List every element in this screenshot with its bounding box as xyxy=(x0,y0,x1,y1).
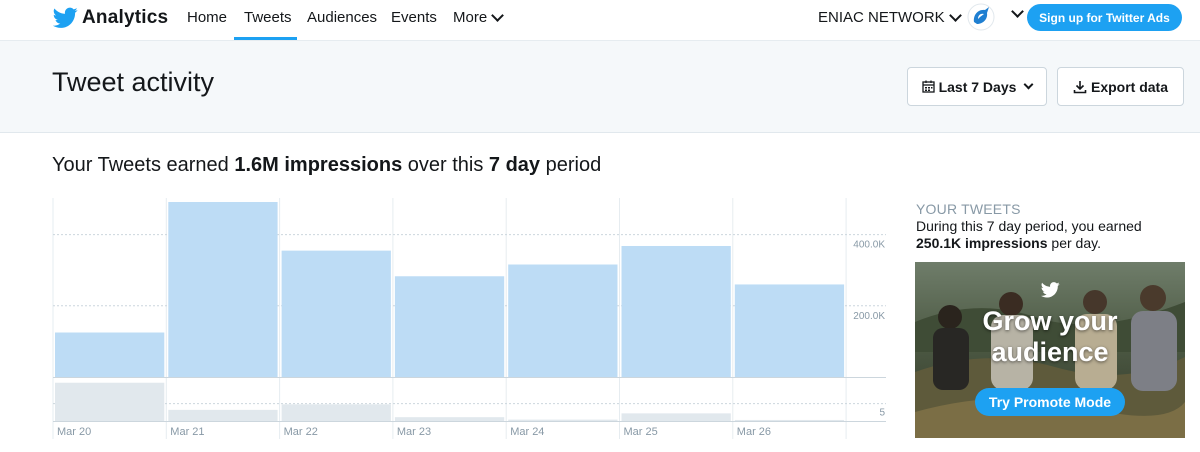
y-tick-label: 5 xyxy=(879,408,885,419)
nav-more[interactable]: More xyxy=(453,8,505,26)
signup-ads-button[interactable]: Sign up for Twitter Ads xyxy=(1027,4,1182,31)
engagement-bar xyxy=(734,419,845,421)
active-tab-indicator xyxy=(234,37,297,40)
impressions-bar xyxy=(508,264,618,377)
engagement-bar xyxy=(168,409,278,421)
summary-days: 7 day xyxy=(488,154,541,176)
y-tick-label: 200.0K xyxy=(853,311,885,322)
page-header: Tweet activity Last 7 Days Export data xyxy=(0,41,1200,133)
try-promote-mode-button[interactable]: Try Promote Mode xyxy=(975,388,1125,416)
nav-home[interactable]: Home xyxy=(187,9,228,26)
date-range-dropdown[interactable]: Last 7 Days xyxy=(907,67,1047,106)
promote-mode-card[interactable]: Grow your audience Try Promote Mode xyxy=(915,262,1185,438)
impressions-bar xyxy=(55,332,165,377)
avatar[interactable] xyxy=(967,3,995,31)
x-tick-label: Mar 23 xyxy=(397,426,431,438)
your-tweets-text: During this 7 day period, you earned 250… xyxy=(916,218,1186,252)
engagement-bar xyxy=(621,413,731,421)
account-name: ENIAC NETWORK xyxy=(818,9,945,26)
nav-events[interactable]: Events xyxy=(391,9,437,26)
impressions-bar xyxy=(281,250,391,377)
x-tick-label: Mar 21 xyxy=(170,426,204,438)
chevron-down-icon xyxy=(1023,79,1034,90)
engagement-bar xyxy=(508,419,618,421)
summary-suffix: period xyxy=(540,154,602,176)
download-icon xyxy=(1073,80,1087,93)
summary-prefix: Your Tweets earned xyxy=(52,154,235,176)
date-range-label: Last 7 Days xyxy=(938,78,1017,95)
summary-impressions: 1.6M impressions xyxy=(234,154,403,176)
x-tick-label: Mar 20 xyxy=(57,426,91,438)
twitter-bird-icon xyxy=(53,7,78,28)
daily-impressions: 250.1K impressions xyxy=(916,235,1048,251)
engagement-bar xyxy=(281,404,391,421)
export-data-button[interactable]: Export data xyxy=(1057,67,1184,106)
your-tweets-line1: During this 7 day period, you earned xyxy=(916,218,1142,234)
y-tick-label: 400.0K xyxy=(853,240,885,251)
export-data-label: Export data xyxy=(1090,78,1168,95)
impressions-summary: Your Tweets earned 1.6M impressions over… xyxy=(52,154,601,177)
impressions-chart[interactable]: 200.0K 400.0K 5 Mar 20 Mar 21 Mar 22 Mar 23 Mar… xyxy=(50,198,890,448)
impressions-bar xyxy=(394,276,505,377)
x-tick-label: Mar 26 xyxy=(737,426,771,438)
your-tweets-heading: YOUR TWEETS xyxy=(916,201,1021,217)
nav-audiences[interactable]: Audiences xyxy=(307,9,378,26)
calendar-icon xyxy=(921,80,935,93)
promo-title-line2: audience xyxy=(991,337,1109,367)
impressions-bar xyxy=(168,202,278,377)
x-tick-label: Mar 24 xyxy=(510,426,544,438)
impressions-bar xyxy=(621,245,731,377)
top-nav: Analytics Home Tweets Audiences Events M… xyxy=(0,0,1200,41)
chevron-down-icon xyxy=(491,8,505,22)
account-switcher[interactable]: ENIAC NETWORK xyxy=(818,8,962,26)
your-tweets-line2: per day. xyxy=(1047,235,1101,251)
impressions-bar xyxy=(734,284,845,377)
promo-title: Grow your audience xyxy=(915,306,1185,368)
x-tick-label: Mar 25 xyxy=(624,426,658,438)
nav-tweets[interactable]: Tweets xyxy=(244,9,292,26)
page-title: Tweet activity xyxy=(52,67,215,97)
summary-middle: over this xyxy=(402,154,489,176)
chevron-down-icon[interactable] xyxy=(1011,5,1024,18)
your-tweets-panel: YOUR TWEETS During this 7 day period, yo… xyxy=(916,201,1186,252)
engagement-bar xyxy=(55,382,165,421)
chevron-down-icon xyxy=(948,8,962,22)
brand-title: Analytics xyxy=(82,7,169,28)
nav-more-label: More xyxy=(453,9,488,26)
brand[interactable]: Analytics xyxy=(53,7,168,29)
promo-title-line1: Grow your xyxy=(982,306,1118,336)
engagement-bar xyxy=(394,417,505,421)
x-tick-label: Mar 22 xyxy=(284,426,318,438)
twitter-bird-icon xyxy=(1041,282,1060,298)
